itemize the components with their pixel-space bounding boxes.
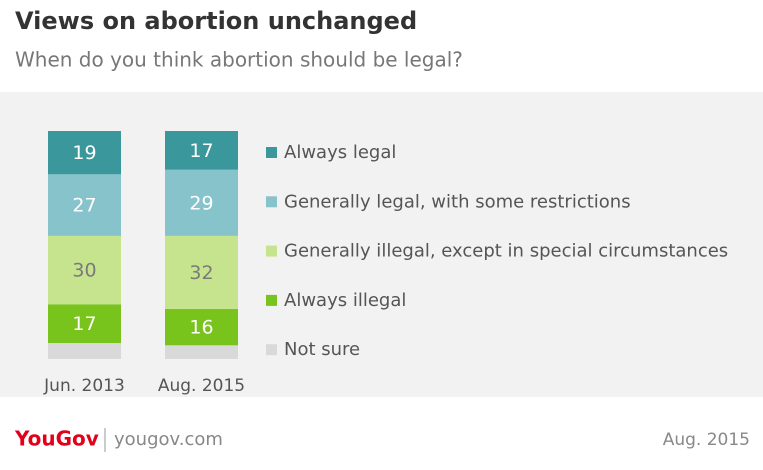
legend-swatch	[266, 196, 277, 208]
bar-segment	[48, 235, 121, 305]
legend-label: Always legal	[284, 142, 396, 163]
data-label: 19	[72, 142, 96, 164]
plot-background	[0, 92, 763, 397]
legend-swatch	[266, 294, 277, 306]
legend-label: Generally illegal, except in special cir…	[284, 241, 728, 262]
data-label: 16	[189, 317, 213, 339]
chart-subtitle: When do you think abortion should be leg…	[15, 48, 463, 72]
site-url: yougov.com	[114, 429, 223, 450]
bar-segment	[165, 235, 238, 309]
bar-segment	[48, 131, 121, 175]
data-label: 29	[189, 192, 213, 214]
data-label: 32	[189, 262, 213, 284]
legend-label: Generally legal, with some restrictions	[284, 191, 631, 212]
legend-label: Not sure	[284, 339, 360, 360]
x-tick-label: Aug. 2015	[158, 376, 245, 396]
bar-segment	[165, 345, 238, 359]
data-label: 17	[72, 313, 96, 335]
date: Aug. 2015	[663, 430, 750, 450]
legend-swatch	[266, 245, 277, 257]
legend-swatch	[266, 147, 277, 158]
bar-segment	[48, 174, 121, 236]
data-label: 27	[72, 195, 96, 217]
bar-segment	[165, 169, 238, 236]
legend-label: Always illegal	[284, 290, 406, 311]
brand-logo: YouGov	[14, 427, 99, 451]
bar-segment	[48, 304, 121, 344]
chart-title: Views on abortion unchanged	[15, 7, 417, 35]
x-tick-label: Jun. 2013	[43, 376, 125, 396]
legend-swatch	[266, 344, 277, 356]
bar-segment	[48, 343, 121, 359]
bar-segment	[165, 131, 238, 170]
data-label: 30	[72, 260, 96, 282]
data-label: 17	[189, 140, 213, 162]
bar-segment	[165, 308, 238, 346]
